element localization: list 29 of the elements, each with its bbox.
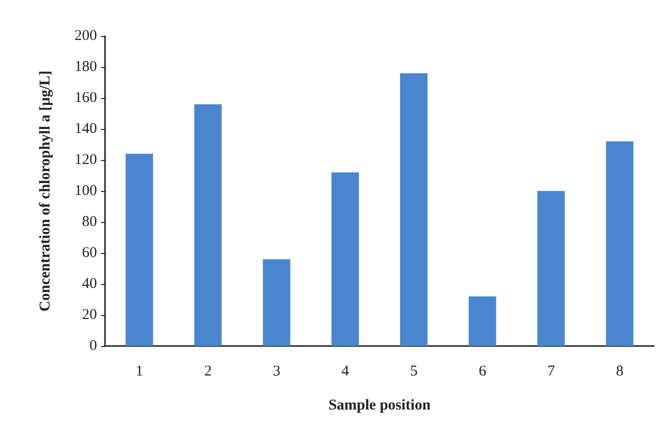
bar — [606, 141, 634, 346]
x-tick-label: 5 — [410, 364, 418, 380]
bar — [262, 259, 290, 346]
y-tick-label: 40 — [82, 276, 97, 292]
y-tick-label: 200 — [74, 28, 97, 44]
y-tick-label: 20 — [82, 307, 97, 323]
x-tick-label: 8 — [616, 364, 624, 380]
bar — [194, 104, 222, 346]
y-tick-label: 60 — [82, 245, 97, 261]
y-tick-label: 120 — [74, 152, 97, 168]
x-tick-label: 4 — [341, 364, 350, 380]
y-tick-label: 160 — [74, 90, 97, 106]
y-tick-label: 140 — [74, 121, 97, 137]
x-tick-label: 6 — [478, 364, 487, 380]
y-axis-title: Concentration of chlorophyll a [µg/L] — [38, 70, 54, 312]
bar — [331, 172, 359, 346]
x-tick-label: 3 — [272, 364, 280, 380]
y-tick-label: 100 — [74, 183, 97, 199]
bar — [126, 154, 154, 346]
x-axis-title: Sample position — [328, 398, 432, 414]
x-tick-label: 7 — [547, 364, 556, 380]
bar — [400, 73, 428, 346]
x-tick-label: 1 — [136, 364, 144, 380]
y-tick-label: 0 — [90, 338, 97, 354]
x-tick-label: 2 — [204, 364, 212, 380]
bar — [468, 296, 496, 346]
bar — [537, 191, 565, 346]
y-tick-label: 180 — [74, 59, 97, 75]
y-tick-label: 80 — [82, 214, 97, 230]
